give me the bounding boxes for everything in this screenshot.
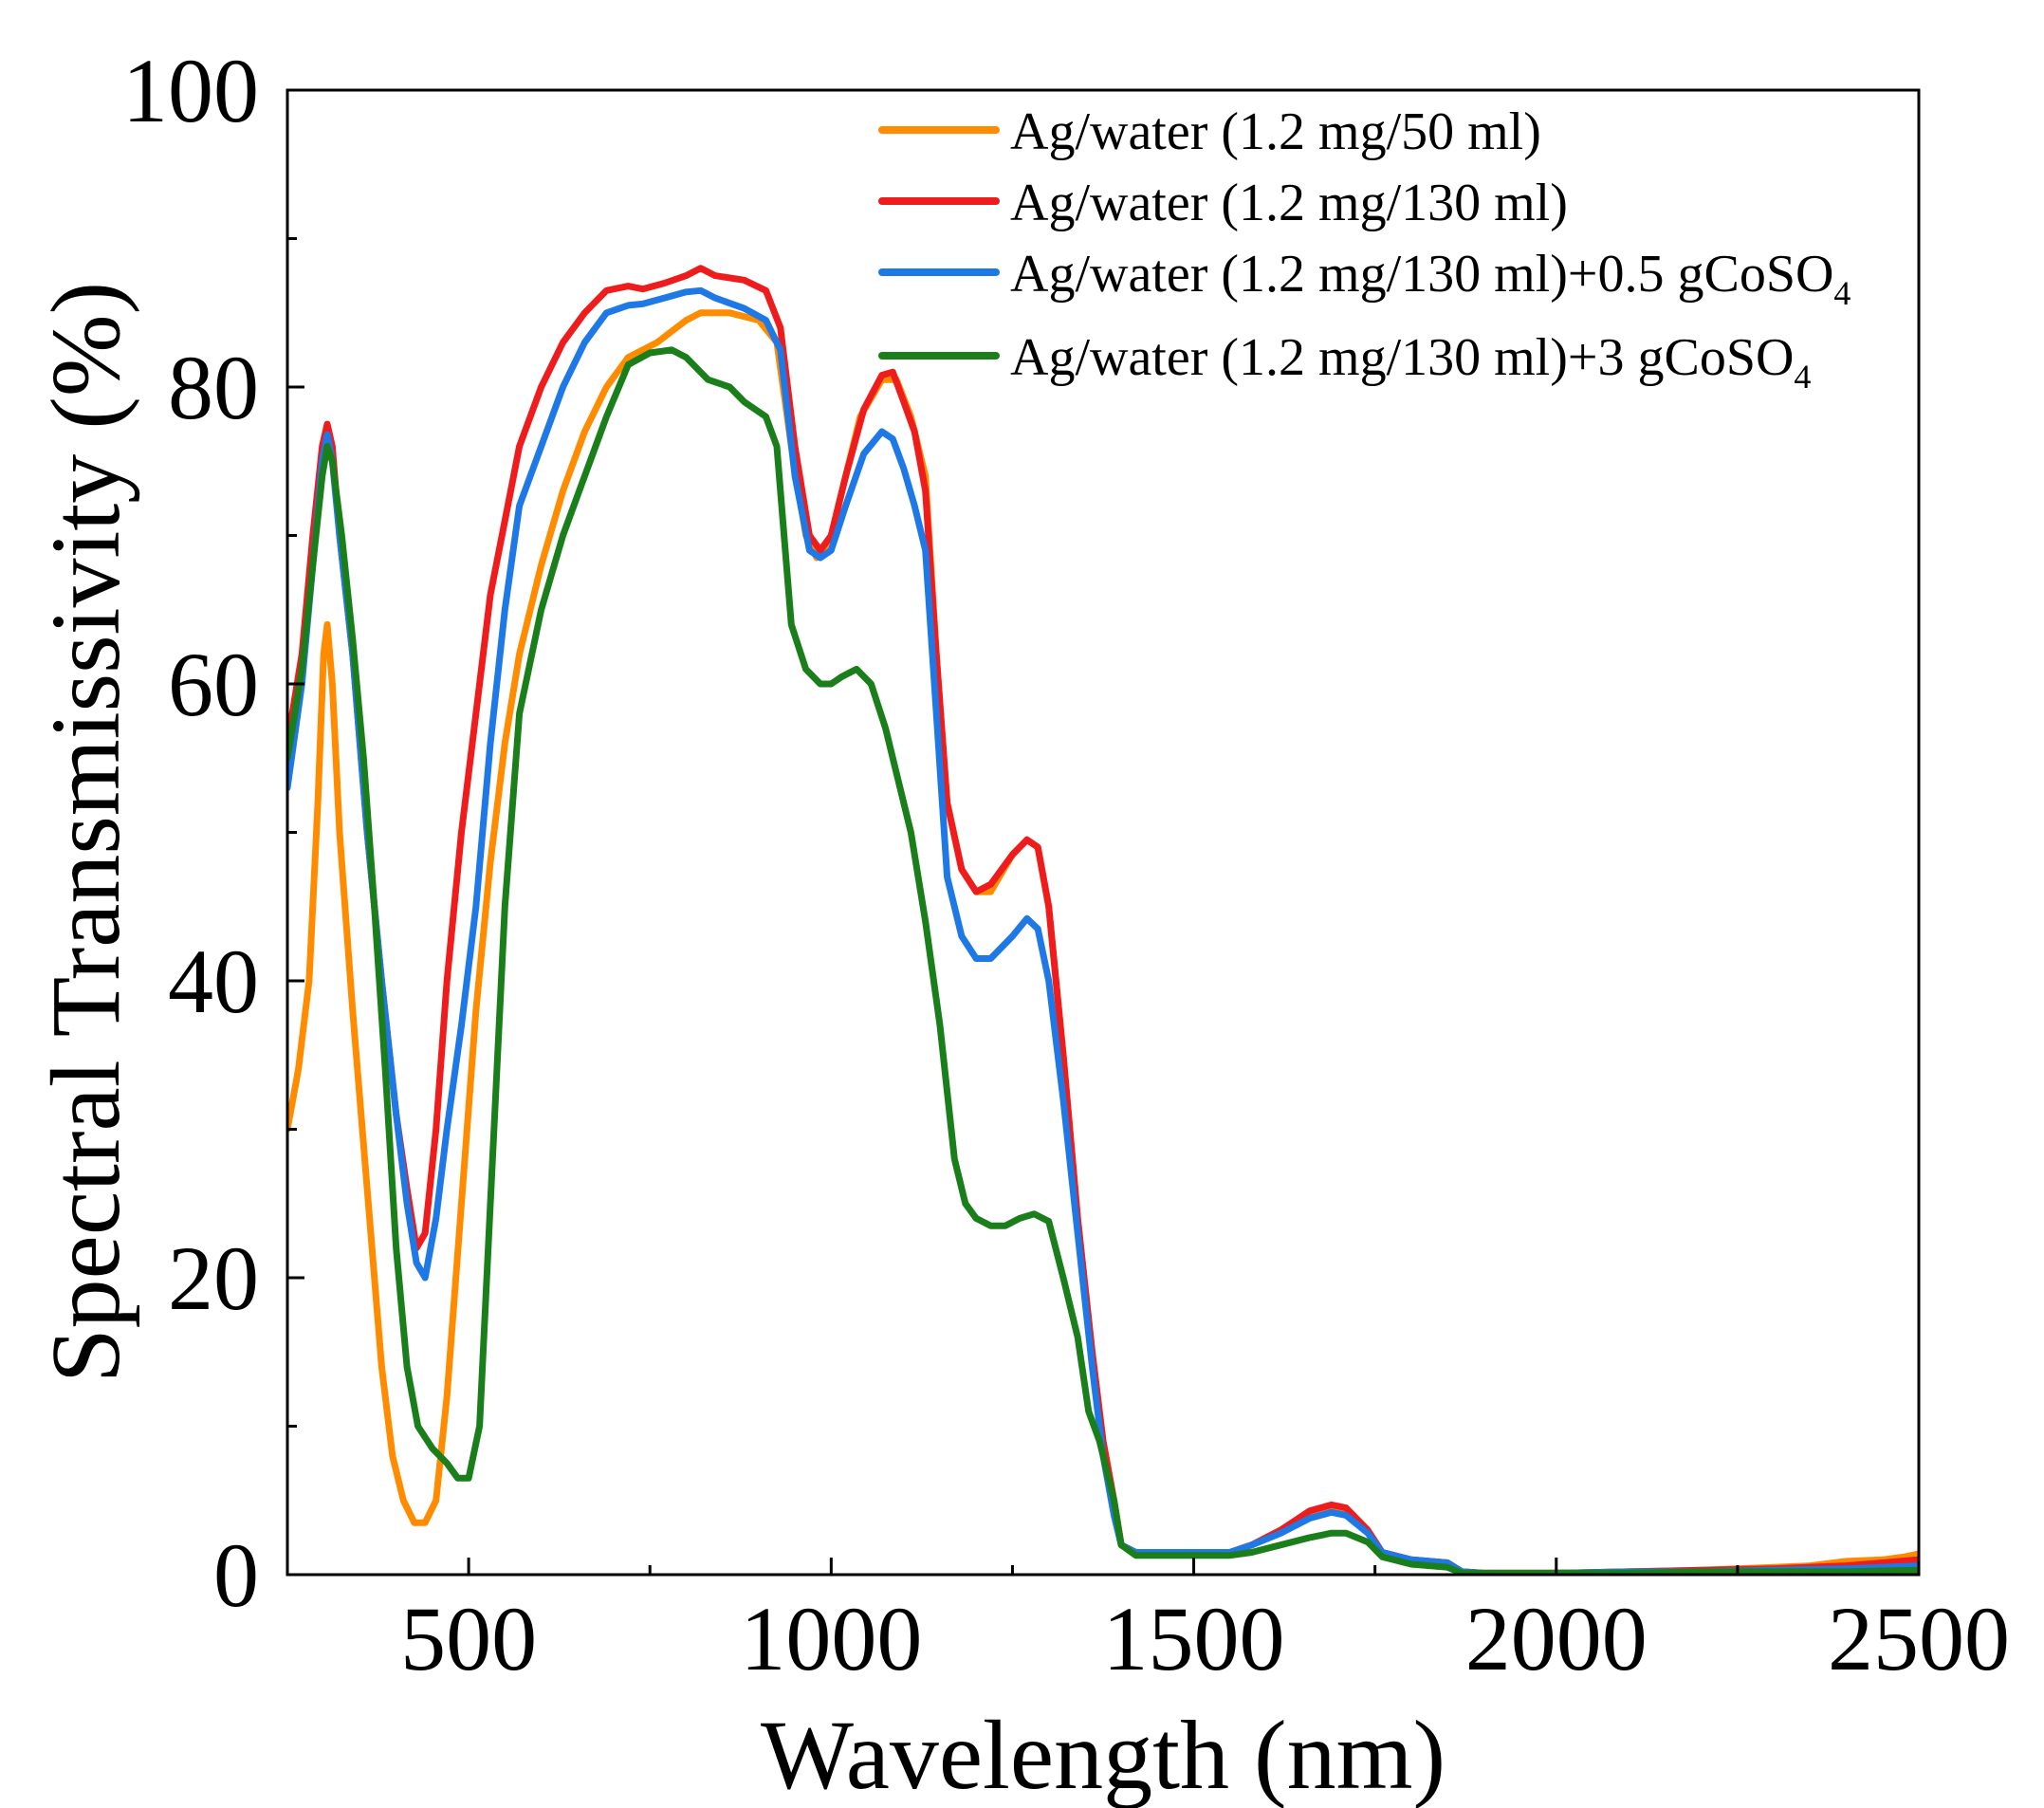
ticks-layer: 500 1000 1500 2000 2500 0 20 40 60 80 100: [122, 40, 2010, 1689]
y-axis-title: Spectral Transmissivity (%): [31, 282, 140, 1383]
y-tick-label: 20: [168, 1227, 259, 1329]
series-line-4: [287, 346, 1919, 1575]
y-tick-label: 0: [213, 1524, 259, 1626]
x-axis-title: Wavelength (nm): [761, 1701, 1446, 1808]
y-tick-label: 100: [122, 40, 259, 141]
x-tick-label: 1500: [1103, 1588, 1285, 1689]
y-tick-label: 40: [168, 931, 259, 1032]
plot-frame: [285, 88, 1921, 1577]
legend-label-1: Ag/water (1.2 mg/50 ml): [1010, 102, 1541, 161]
y-tick-label: 60: [168, 634, 259, 735]
x-tick-label: 2000: [1465, 1588, 1648, 1689]
legend-label-3: Ag/water (1.2 mg/130 ml)+0.5 gCoSO4: [1010, 245, 1851, 312]
series-line-1: [287, 309, 1919, 1575]
x-tick-label: 1000: [740, 1588, 922, 1689]
series-line-3: [287, 286, 1919, 1575]
series-layer: [287, 265, 1919, 1575]
legend: Ag/water (1.2 mg/50 ml) Ag/water (1.2 mg/…: [878, 102, 1851, 396]
legend-label-4: Ag/water (1.2 mg/130 ml)+3 gCoSO4: [1010, 328, 1811, 396]
legend-subscript: 4: [1794, 358, 1811, 396]
y-tick-label: 80: [168, 337, 259, 438]
legend-label-2: Ag/water (1.2 mg/130 ml): [1010, 174, 1568, 232]
x-tick-label: 500: [400, 1588, 537, 1689]
legend-subscript: 4: [1833, 274, 1851, 312]
x-tick-label: 2500: [1828, 1588, 2010, 1689]
series-line-2: [287, 265, 1919, 1575]
